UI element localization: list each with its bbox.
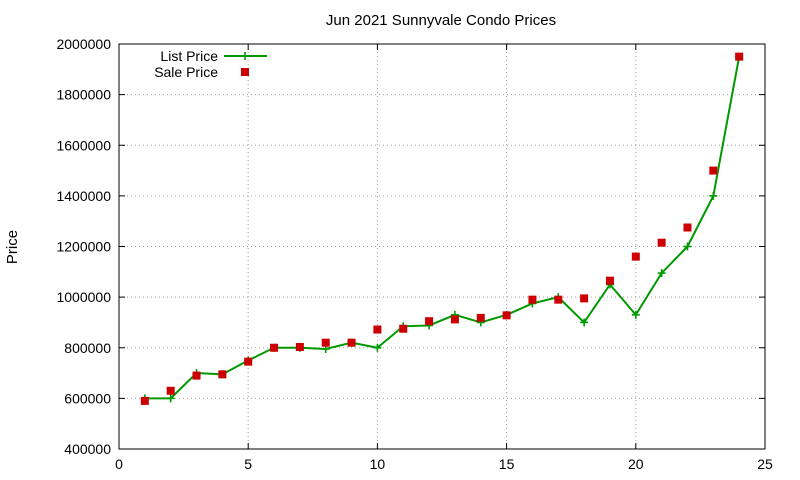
sale-price-point: [683, 223, 692, 232]
sale-price-point: [166, 386, 175, 395]
sale-price-point: [580, 294, 589, 303]
x-tick-label: 25: [757, 456, 773, 472]
axis-ticks: 0 5 10 15 20 25 400000 600000 800000 1000000 12000…: [56, 36, 773, 472]
sale-price-point: [140, 396, 149, 405]
y-tick-label: 1400000: [56, 188, 111, 204]
list-price-point: [631, 310, 640, 319]
x-tick-label: 10: [370, 456, 386, 472]
sale-price-point: [425, 317, 434, 326]
sale-price-point: [321, 338, 330, 347]
y-tick-label: 400000: [64, 441, 111, 457]
y-tick-label: 1000000: [56, 289, 111, 305]
legend-square: [241, 68, 249, 76]
sale-price-point: [502, 311, 511, 320]
list-price-point: [683, 242, 692, 251]
y-tick-label: 1800000: [56, 87, 111, 103]
legend-label: Sale Price: [154, 64, 218, 80]
sale-price-point: [554, 295, 563, 304]
sale-price-point: [735, 52, 744, 61]
data-marks: [140, 52, 744, 405]
sale-price-point: [476, 313, 485, 322]
y-tick-label: 800000: [64, 340, 111, 356]
x-tick-label: 0: [115, 456, 123, 472]
sale-price-point: [631, 252, 640, 261]
y-tick-label: 1600000: [56, 137, 111, 153]
x-tick-label: 15: [499, 456, 515, 472]
list-price-point: [709, 191, 718, 200]
sale-price-point: [657, 238, 666, 247]
sale-price-point: [295, 342, 304, 351]
list-price-point: [580, 318, 589, 327]
y-tick-label: 1200000: [56, 239, 111, 255]
sale-price-point: [373, 325, 382, 334]
y-tick-label: 2000000: [56, 36, 111, 52]
list-price-point: [657, 269, 666, 278]
sale-price-point: [218, 370, 227, 379]
x-tick-label: 20: [628, 456, 644, 472]
sale-price-point: [399, 324, 408, 333]
sale-price-point: [709, 166, 718, 175]
sale-price-point: [270, 343, 279, 352]
legend-label: List Price: [160, 48, 218, 64]
x-tick-label: 5: [244, 456, 252, 472]
sale-price-point: [528, 295, 537, 304]
list-price-point: [166, 394, 175, 403]
chart-title: Jun 2021 Sunnyvale Condo Prices: [326, 12, 556, 29]
y-tick-label: 600000: [64, 390, 111, 406]
sale-price-point: [347, 338, 356, 347]
sale-price-point: [450, 315, 459, 324]
sale-price-point: [244, 357, 253, 366]
list-price-point: [373, 343, 382, 352]
sale-price-point: [192, 371, 201, 380]
list-price-line: [144, 56, 741, 400]
sale-price-point: [605, 276, 614, 285]
legend-plus: [241, 52, 249, 60]
grid-lines: [119, 44, 765, 449]
y-axis-label: Price: [4, 230, 21, 264]
